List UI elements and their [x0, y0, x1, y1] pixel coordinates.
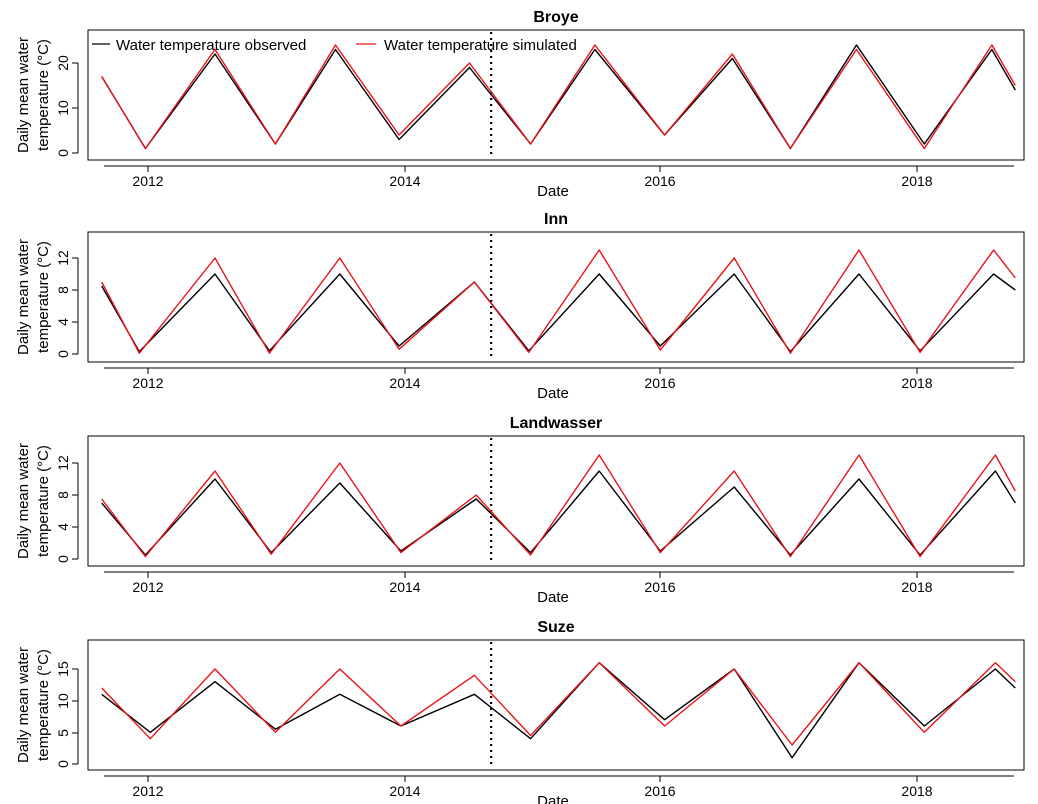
legend-label-observed: Water temperature observed: [116, 37, 306, 54]
y-tick-label: 0: [55, 760, 71, 768]
x-tick-label: 2016: [644, 375, 675, 391]
x-tick-label: 2012: [132, 783, 163, 799]
y-axis-label: Daily mean water temperature (°C): [15, 239, 52, 355]
y-axis-label: Daily mean water temperature (°C): [15, 443, 52, 559]
y-tick-label: 12: [55, 250, 71, 266]
y-axis-label-line: temperature (°C): [35, 39, 52, 151]
y-axis-label: Daily mean water temperature (°C): [15, 37, 52, 153]
x-axis-label: Date: [537, 793, 569, 804]
y-tick-label: 20: [55, 55, 71, 71]
x-tick-label: 2016: [644, 173, 675, 189]
y-tick-label: 0: [55, 555, 71, 563]
y-axis-label-line: temperature (°C): [35, 649, 52, 761]
plot-frame: [87, 29, 1025, 161]
panel-suze: Suze Daily mean water temperature (°C)0 5 10…: [15, 619, 1025, 804]
y-tick-label: 10: [55, 100, 71, 116]
y-axis-label-line: Daily mean water: [15, 647, 32, 763]
y-tick-label: 12: [55, 455, 71, 471]
y-tick-label: 10: [55, 693, 71, 709]
x-tick-label: 2014: [389, 375, 420, 391]
legend-label-simulated: Water temperature simulated: [384, 37, 577, 54]
x-tick-label: 2018: [901, 579, 932, 595]
series-line-simulated: [101, 662, 1016, 746]
y-axis-label-line: Daily mean water: [15, 443, 32, 559]
panel-title: Suze: [537, 619, 574, 636]
series-line-simulated: [101, 44, 1016, 150]
series-line-observed: [101, 470, 1016, 556]
panel-landwasser: Landwasser Daily mean water temperature (°…: [15, 415, 1025, 606]
y-tick-label: 0: [55, 149, 71, 157]
y-tick-label: 15: [55, 661, 71, 677]
panel-inn: Inn Daily mean water temperature (°C)0 4 8 12…: [15, 211, 1025, 402]
x-tick-label: 2014: [389, 173, 420, 189]
x-tick-label: 2012: [132, 173, 163, 189]
y-axis-label-line: Daily mean water: [15, 37, 32, 153]
y-axis-label-line: temperature (°C): [35, 241, 52, 353]
x-tick-label: 2014: [389, 579, 420, 595]
x-axis-label: Date: [537, 589, 569, 606]
plot-frame: [87, 639, 1025, 771]
series-line-observed: [101, 662, 1016, 759]
x-tick-label: 2016: [644, 579, 675, 595]
x-axis-label: Date: [537, 183, 569, 200]
x-tick-label: 2012: [132, 579, 163, 595]
plot-frame: [87, 231, 1025, 363]
y-tick-label: 8: [55, 491, 71, 499]
x-axis-label: Date: [537, 385, 569, 402]
x-tick-label: 2018: [901, 375, 932, 391]
legend: Water temperature observed Water temperat…: [92, 37, 577, 54]
plot-frame: [87, 435, 1025, 567]
series-line-simulated: [101, 454, 1016, 558]
y-axis-label: Daily mean water temperature (°C): [15, 647, 52, 763]
x-tick-label: 2018: [901, 783, 932, 799]
x-tick-label: 2016: [644, 783, 675, 799]
series-line-observed: [101, 44, 1016, 150]
panel-broye: Broye Daily mean water temperature (°C)0 10…: [15, 9, 1025, 200]
y-tick-label: 4: [55, 523, 71, 531]
panel-title: Landwasser: [510, 415, 602, 432]
y-tick-label: 5: [55, 729, 71, 737]
y-tick-label: 4: [55, 318, 71, 326]
x-tick-label: 2018: [901, 173, 932, 189]
series-line-simulated: [101, 249, 1016, 354]
y-tick-label: 0: [55, 350, 71, 358]
panel-title: Inn: [544, 211, 568, 228]
y-tick-label: 8: [55, 286, 71, 294]
y-axis-label-line: temperature (°C): [35, 445, 52, 557]
panel-title: Broye: [533, 9, 578, 26]
x-tick-label: 2014: [389, 783, 420, 799]
y-axis-label-line: Daily mean water: [15, 239, 32, 355]
x-tick-label: 2012: [132, 375, 163, 391]
series-line-observed: [101, 273, 1016, 353]
